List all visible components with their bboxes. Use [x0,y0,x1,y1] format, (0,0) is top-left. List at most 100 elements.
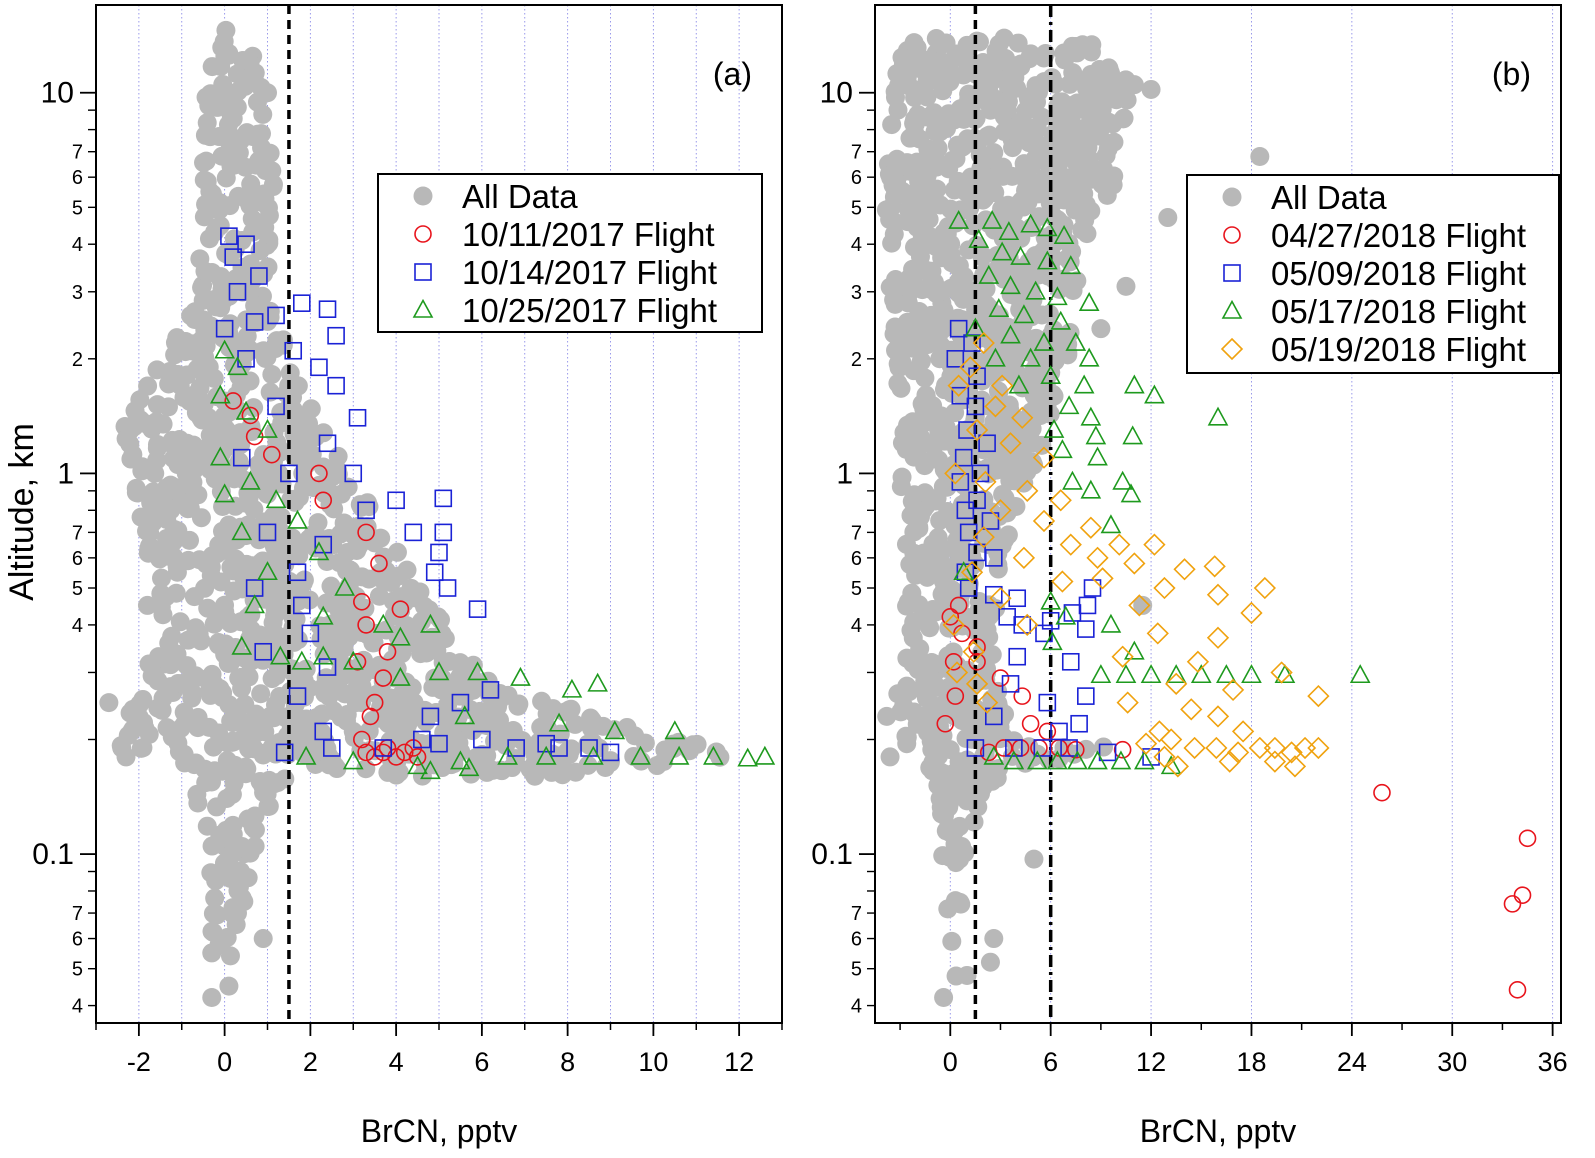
data-point [245,313,264,331]
y-minor-tick-label: 3 [72,282,83,304]
all-data-point [1025,246,1045,266]
data-point [1263,750,1287,773]
all-data-point [308,513,328,533]
all-data-point [989,34,1009,54]
all-data-point [238,515,258,535]
all-data-point [253,929,273,949]
data-point [1065,331,1087,351]
all-data-point [224,469,244,489]
data-point [334,576,356,596]
data-point [240,470,261,490]
all-data-point [566,762,586,782]
data-point [1036,217,1058,237]
data-point [953,561,975,581]
all-data-point [255,722,275,742]
data-point [473,730,491,749]
legend-entry: 05/19/2018 Flight [1220,331,1526,368]
data-point [342,650,364,670]
all-data-point [460,700,480,720]
data-point [391,600,410,618]
data-point [1134,732,1158,755]
data-point [1111,645,1134,668]
all-data-point [956,51,976,71]
all-data-point [980,952,1000,972]
x-tick-label: 4 [389,1047,404,1077]
y-minor-tick-label: 6 [851,548,862,570]
x-tick-label: 10 [638,1047,668,1077]
data-point [1005,739,1023,757]
y-minor-tick-label: 7 [72,903,83,925]
all-data-point [243,127,263,147]
all-data-point [617,717,637,737]
data-point [944,652,963,671]
data-point [1166,755,1189,778]
y-minor-tick-label: 4 [851,996,862,1018]
data-point [284,341,303,360]
all-data-point [912,210,932,230]
data-point [1087,446,1108,466]
data-point [1016,479,1039,502]
data-point [1013,304,1035,324]
all-data-point [999,395,1019,415]
all-data-point [950,816,970,836]
data-point [945,661,969,684]
data-point [965,418,989,442]
data-point [1070,714,1088,733]
legend-marker [1222,187,1242,207]
all-data-point [334,638,354,658]
all-data-point [934,988,954,1008]
data-point [966,397,985,416]
all-data-point [897,596,917,616]
all-data-point [224,773,244,793]
all-data-point [1076,78,1096,98]
all-data-point [148,698,168,718]
all-data-point [887,64,907,84]
data-point [451,693,470,712]
all-data-point [880,747,900,767]
all-data-point [202,988,222,1008]
data-point [1240,601,1263,625]
all-data-point [463,655,483,675]
all-data-point [184,435,204,455]
all-data-point [1007,218,1027,238]
x-tick-label: 8 [560,1047,575,1077]
all-data-point [976,670,996,690]
all-data-point [199,229,219,249]
all-data-point [156,478,176,498]
y-minor-tick-label: 7 [851,903,862,925]
all-data-point [194,207,214,227]
data-point [1203,555,1226,578]
legend-marker [1221,299,1243,319]
data-point [936,714,955,733]
x-tick-label: -2 [127,1047,151,1077]
data-point [231,521,253,541]
all-data-point [281,718,301,738]
data-point [561,678,583,698]
data-point [1100,514,1122,534]
all-data-point [230,423,250,443]
data-point [1026,750,1048,770]
all-data-point [241,620,261,640]
legend-marker [1220,337,1244,361]
all-data-point [188,707,208,727]
all-data-point [1092,99,1112,119]
all-data-point [152,568,172,588]
x-axis-label: BrCN, pptv [361,1113,517,1149]
all-data-point [197,113,217,133]
data-point [998,221,1020,241]
all-data-point [942,931,962,951]
y-minor-tick-label: 6 [72,548,83,570]
all-data-point [952,280,972,300]
all-data-point [903,128,923,148]
data-point [1503,895,1522,913]
data-point [342,750,364,770]
all-data-point [502,758,522,778]
data-point [214,339,235,359]
data-point [254,642,273,661]
data-point [956,501,975,520]
data-point [250,267,268,285]
data-point [1270,661,1293,684]
data-point [267,397,285,416]
all-data-point [901,190,921,210]
data-point [357,501,375,520]
